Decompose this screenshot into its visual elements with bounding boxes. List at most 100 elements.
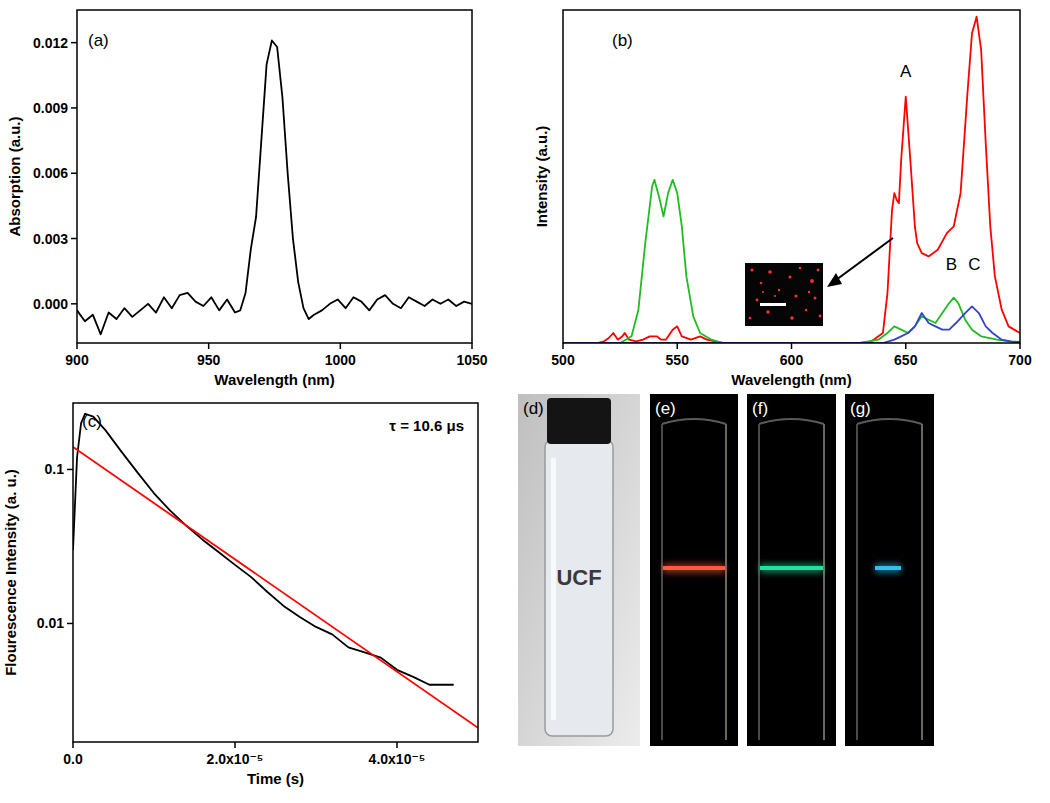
- panel-label: (b): [612, 31, 633, 50]
- panel-label: (a): [88, 31, 109, 50]
- inset-dot: [774, 295, 776, 297]
- beam-glow: [875, 564, 901, 573]
- data-line: [73, 447, 478, 728]
- x-tick-label: 700: [1008, 352, 1032, 368]
- inset-dot: [762, 291, 764, 293]
- inset-dot: [756, 299, 759, 302]
- vial-cap: [547, 398, 611, 444]
- vial-wall: [661, 424, 663, 740]
- inset-dot: [805, 309, 807, 311]
- x-tick: [396, 742, 398, 748]
- inset-dot: [794, 294, 797, 297]
- vial-wall: [856, 424, 858, 740]
- inset-dot: [778, 289, 780, 291]
- panel-label: (c): [82, 412, 102, 431]
- inset-dot: [817, 269, 820, 272]
- x-axis-label: Wavelength (nm): [214, 371, 334, 388]
- vial-top: [759, 419, 824, 424]
- inset-dot: [799, 267, 802, 270]
- data-line: [563, 180, 1020, 343]
- x-tick-label: 1000: [325, 352, 356, 368]
- inset-dot: [808, 291, 810, 293]
- panel-2: 0.0 2.0x10⁻⁵ 4.0x10⁻⁵ 0.01 0.1 τ = 10.6 μs (c)…: [2, 403, 478, 787]
- vial-highlight: [551, 458, 556, 720]
- beam: [663, 566, 725, 570]
- vial-wall: [921, 424, 923, 740]
- plot-frame: [73, 403, 478, 742]
- plot-area: [73, 414, 478, 728]
- y-tick-label: 0.003: [33, 231, 68, 247]
- beam-glow: [663, 564, 725, 573]
- inset-background: [745, 263, 823, 326]
- x-tick-label: 0.0: [63, 751, 83, 767]
- vial-top: [662, 419, 726, 424]
- arrow-head: [827, 273, 842, 287]
- photo-0: UCF(d): [518, 394, 640, 746]
- inset-dot: [768, 270, 772, 274]
- x-tick: [76, 343, 78, 349]
- plot-area: [77, 40, 472, 334]
- annotation: A: [900, 62, 912, 81]
- data-line: [77, 40, 472, 334]
- y-tick-label: 0.1: [45, 461, 65, 477]
- photo-background: [845, 394, 934, 746]
- beam-glow: [760, 564, 823, 573]
- data-line: [73, 414, 454, 685]
- vial-wall: [823, 424, 825, 740]
- x-tick-label: 650: [894, 352, 918, 368]
- y-tick: [71, 107, 77, 109]
- y-tick: [67, 469, 73, 471]
- inset-dot: [814, 297, 817, 300]
- y-tick-label: 0.01: [37, 615, 64, 631]
- vial-wall: [758, 424, 760, 740]
- x-axis-label: Time (s): [247, 770, 304, 787]
- inset-image: [745, 238, 893, 326]
- inset-dot: [819, 315, 822, 318]
- x-tick: [677, 343, 679, 349]
- inset-dot: [749, 317, 752, 320]
- x-tick-label: 500: [551, 352, 575, 368]
- photo-1: (e): [650, 394, 738, 746]
- x-tick: [208, 343, 210, 349]
- x-tick-label: 600: [780, 352, 804, 368]
- y-tick-label: 0.006: [33, 165, 68, 181]
- panel-0: 900950100010500.0000.0030.0060.0090.012(…: [6, 10, 488, 388]
- panel-label: (e): [655, 399, 676, 418]
- panel-1: 500550600650700ABC(b)Wavelength (nm)Inte…: [533, 10, 1032, 388]
- arrow: [836, 238, 893, 280]
- x-tick: [1019, 343, 1021, 349]
- scale-bar: [760, 303, 786, 306]
- y-axis-label: Flourescence Intensity (a. u.): [2, 469, 19, 676]
- data-line: [563, 17, 1020, 343]
- y-tick: [71, 238, 77, 240]
- photo-3: (g): [845, 394, 934, 746]
- annotation: τ = 10.6 μs: [389, 417, 464, 434]
- y-tick: [71, 172, 77, 174]
- inset-dot: [766, 310, 769, 313]
- x-tick: [791, 343, 793, 349]
- inset-dot: [760, 282, 763, 285]
- x-tick-label: 950: [197, 352, 221, 368]
- photo-2: (f): [747, 394, 836, 746]
- beam: [875, 566, 901, 570]
- y-axis-label: Intensity (a.u.): [533, 126, 550, 228]
- panel-label: (g): [850, 399, 871, 418]
- y-tick: [71, 42, 77, 44]
- y-axis-label: Absorption (a.u.): [6, 117, 23, 237]
- panel-label: (f): [752, 399, 768, 418]
- x-tick: [234, 742, 236, 748]
- x-tick: [562, 343, 564, 349]
- annotation: C: [968, 255, 980, 274]
- inset-dot: [789, 276, 792, 279]
- photo-background: [518, 394, 640, 746]
- figure: 900950100010500.0000.0030.0060.0090.012(…: [0, 0, 1050, 803]
- x-tick-label: 2.0x10⁻⁵: [207, 751, 264, 767]
- inset-dot: [790, 316, 793, 319]
- vial-top: [857, 419, 922, 424]
- inset-dot: [750, 268, 753, 271]
- y-tick: [67, 623, 73, 625]
- x-tick-label: 4.0x10⁻⁵: [369, 751, 426, 767]
- plot-area: [563, 17, 1020, 343]
- x-tick: [340, 343, 342, 349]
- x-tick-label: 1050: [456, 352, 487, 368]
